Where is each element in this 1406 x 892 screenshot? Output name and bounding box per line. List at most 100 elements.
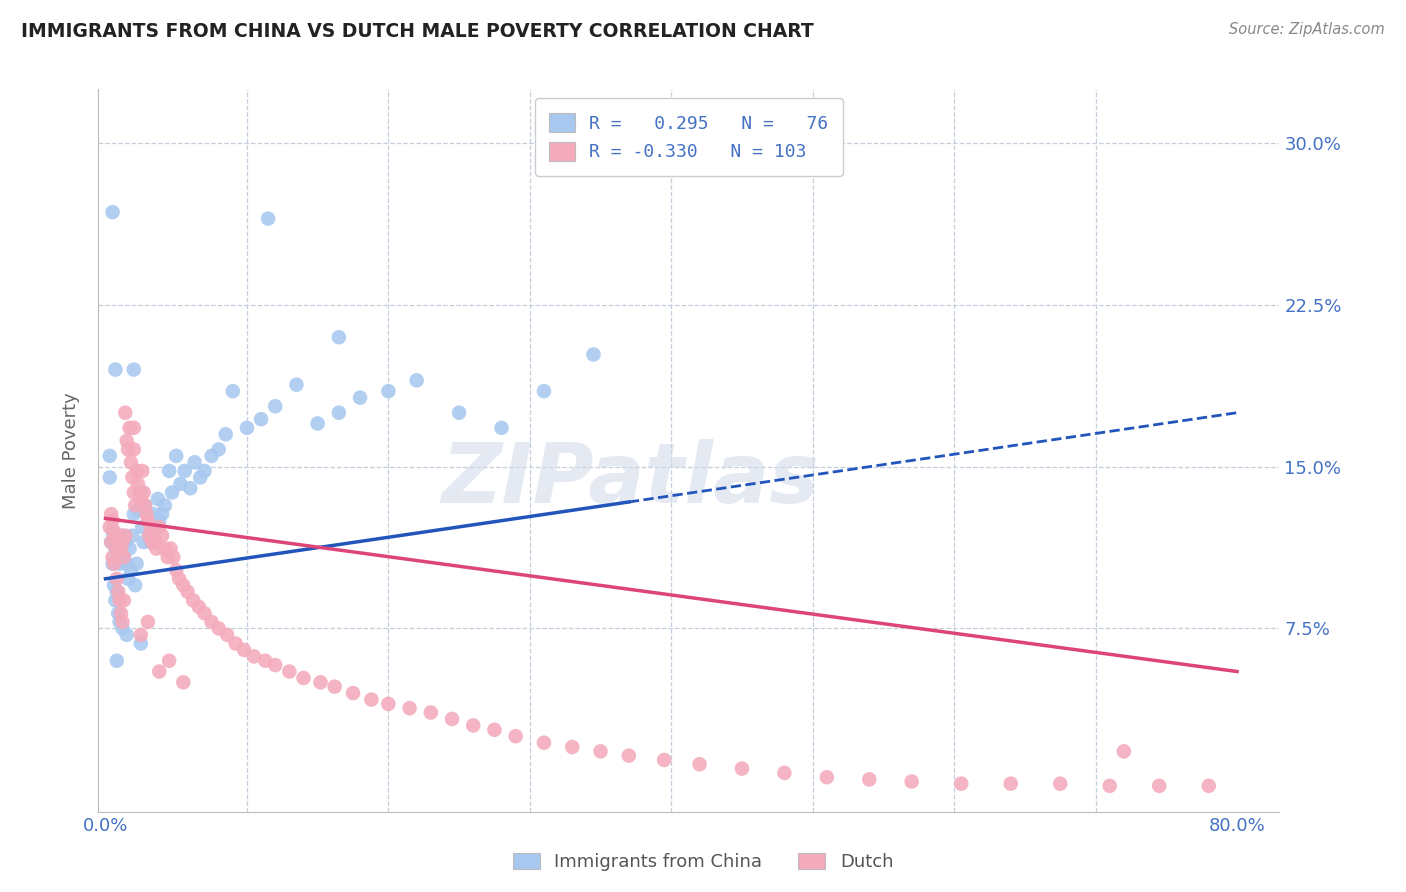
Point (132, 485, 155, 500)
Text: Source: ZipAtlas.com: Source: ZipAtlas.com (1229, 22, 1385, 37)
Point (121, 470, 143, 484)
Point (342, 686, 364, 700)
Point (153, 499, 176, 513)
Point (129, 491, 152, 506)
Point (183, 455, 205, 469)
Point (160, 485, 183, 500)
Point (484, 723, 506, 737)
Point (117, 572, 139, 586)
Point (101, 550, 124, 565)
Point (208, 621, 231, 635)
Point (125, 557, 148, 571)
Point (250, 412, 273, 426)
Point (104, 593, 127, 607)
Point (307, 417, 329, 431)
Point (328, 406, 350, 420)
Point (1112, 744, 1135, 758)
Point (105, 541, 128, 556)
Text: ZIPatlas: ZIPatlas (441, 439, 818, 520)
Point (101, 557, 124, 571)
Point (108, 615, 131, 629)
Point (731, 762, 754, 776)
Point (127, 502, 149, 516)
Point (105, 535, 128, 549)
Point (328, 330, 350, 344)
Point (162, 550, 184, 565)
Point (110, 607, 132, 621)
Point (139, 535, 162, 549)
Point (617, 748, 640, 763)
Point (141, 535, 163, 549)
Point (278, 665, 301, 679)
Point (112, 550, 135, 565)
Point (124, 578, 146, 592)
Point (100, 507, 122, 521)
Point (98, 520, 121, 534)
Point (360, 692, 382, 706)
Point (122, 442, 145, 457)
Point (323, 680, 346, 694)
Point (128, 485, 150, 500)
Point (264, 399, 287, 413)
Point (165, 449, 187, 463)
Point (143, 520, 166, 534)
Point (104, 541, 127, 556)
Point (103, 529, 125, 543)
Point (104, 362, 127, 376)
Point (169, 476, 191, 491)
Point (950, 777, 973, 791)
Point (114, 406, 136, 420)
Point (463, 718, 485, 732)
Point (900, 774, 922, 789)
Point (143, 535, 166, 549)
Point (111, 535, 134, 549)
Point (110, 541, 132, 556)
Point (150, 507, 173, 521)
Point (122, 362, 145, 376)
Point (134, 499, 156, 513)
Point (129, 628, 152, 642)
Point (105, 572, 128, 586)
Point (561, 739, 583, 754)
Point (398, 701, 420, 715)
Point (222, 384, 245, 399)
Point (1147, 779, 1170, 793)
Point (107, 607, 129, 621)
Point (1000, 777, 1022, 791)
Point (150, 529, 173, 543)
Point (157, 464, 180, 478)
Point (405, 373, 427, 387)
Point (139, 520, 162, 534)
Point (100, 535, 122, 549)
Point (148, 665, 170, 679)
Point (533, 384, 555, 399)
Point (449, 406, 471, 420)
Point (1198, 779, 1220, 793)
Point (136, 514, 159, 528)
Point (225, 636, 247, 650)
Point (125, 464, 148, 478)
Point (159, 541, 181, 556)
Point (157, 654, 180, 668)
Point (108, 529, 131, 543)
Y-axis label: Male Poverty: Male Poverty (62, 392, 80, 508)
Point (98, 449, 121, 463)
Point (1049, 777, 1071, 791)
Point (815, 770, 838, 784)
Point (127, 476, 149, 491)
Point (142, 529, 165, 543)
Point (107, 535, 129, 549)
Point (138, 529, 160, 543)
Point (131, 520, 153, 534)
Point (176, 584, 198, 599)
Point (115, 434, 138, 448)
Point (689, 757, 711, 772)
Point (208, 442, 231, 457)
Point (309, 675, 332, 690)
Point (111, 529, 134, 543)
Point (773, 765, 796, 780)
Point (187, 599, 209, 614)
Point (111, 621, 134, 635)
Text: IMMIGRANTS FROM CHINA VS DUTCH MALE POVERTY CORRELATION CHART: IMMIGRANTS FROM CHINA VS DUTCH MALE POVE… (21, 22, 814, 41)
Point (114, 535, 136, 549)
